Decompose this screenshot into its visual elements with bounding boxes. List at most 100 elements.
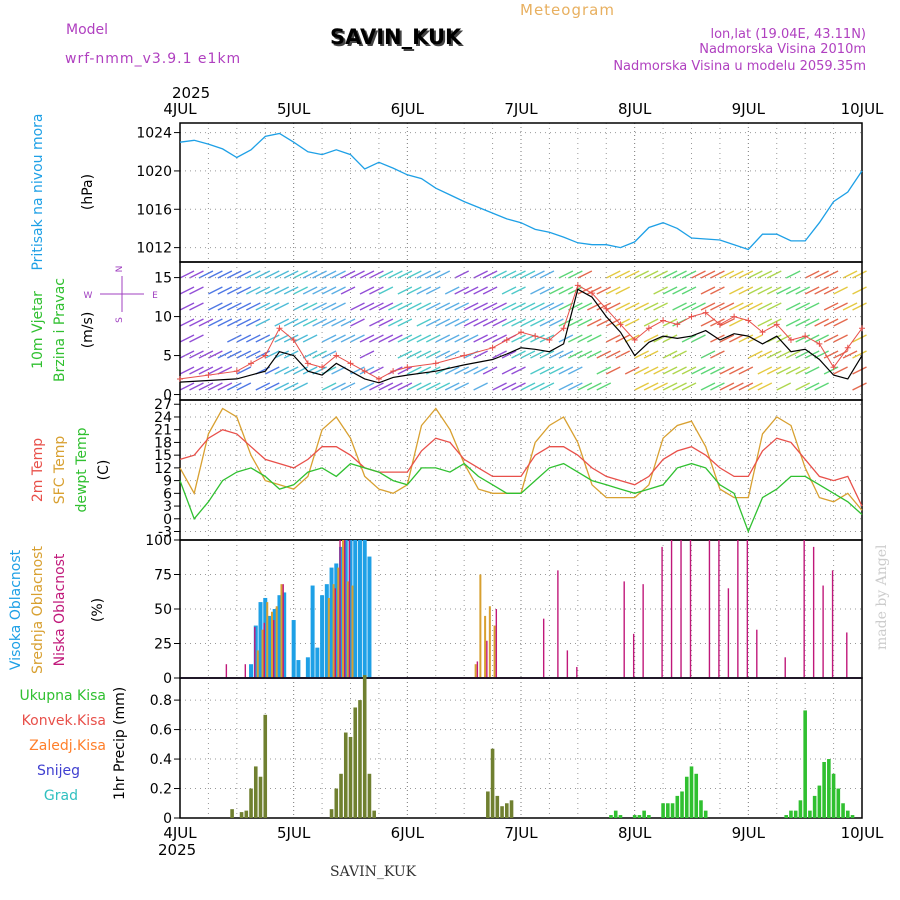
high-cloud-bar (363, 540, 367, 678)
low-cloud-bar (785, 657, 786, 678)
y-tick-label: 75 (154, 568, 172, 584)
low-cloud-bar (718, 540, 719, 678)
low-cloud-bar (349, 540, 350, 678)
low-cloud-bar (282, 584, 283, 678)
precip-bar (230, 809, 234, 818)
gust-marker (248, 360, 254, 366)
precip-bar (704, 811, 708, 818)
y-tick-label: 25 (154, 637, 172, 653)
meteogram-chart: Model wrf-nmm_v3.9.1 e1km SAVIN_KUK SAVI… (0, 0, 900, 900)
wind-barb (853, 383, 867, 390)
precip-bar (491, 749, 495, 818)
gust-marker (376, 376, 382, 382)
mid-cloud-bar (352, 586, 354, 678)
mid-cloud-bar (479, 575, 481, 679)
gust-marker (689, 314, 695, 320)
legend-total: Ukupna Kisa (19, 688, 106, 704)
temp-ylabel3: dewpt Temp (74, 427, 90, 512)
low-cloud-bar (245, 664, 246, 678)
precip-bar (666, 803, 670, 818)
precip-bar (690, 766, 694, 818)
precip-bar (505, 803, 509, 818)
precip-bar (496, 796, 500, 818)
low-cloud-bar (756, 630, 757, 678)
mid-cloud-bar (280, 584, 282, 678)
cloud-ylabel3: Niska Oblacnost (52, 553, 68, 666)
precip-bar (358, 700, 362, 818)
gust-marker (305, 360, 311, 366)
pressure-unit: (hPa) (80, 174, 96, 210)
y-tick-label: 27 (154, 397, 172, 413)
high-cloud-bar (320, 595, 324, 678)
gust-marker (660, 317, 666, 323)
legend-conv: Konvek.Kisa (22, 713, 106, 729)
precip-bar (609, 815, 613, 818)
precip-bar (799, 800, 803, 818)
pressure-ylabel: Pritisak na nivou mora (30, 113, 46, 270)
low-cloud-bar (661, 547, 662, 678)
mid-cloud-bar (494, 626, 496, 678)
low-cloud-bar (496, 609, 497, 678)
high-cloud-bar (311, 586, 315, 678)
x-tick-label-top: 6JUL (391, 100, 425, 118)
gust-marker (816, 341, 822, 347)
mid-cloud-bar (489, 606, 491, 678)
low-cloud-bar (557, 570, 558, 678)
low-cloud-bar (226, 664, 227, 678)
low-cloud-bar (633, 634, 634, 678)
high-cloud-bar (249, 664, 253, 678)
credit-label: made by Angel (874, 544, 890, 650)
x-tick-label-top: 9JUL (732, 100, 766, 118)
low-cloud-bar (832, 570, 833, 678)
precip-bar (832, 774, 836, 818)
gust-marker (731, 314, 737, 320)
low-cloud-bar (339, 540, 340, 678)
precip-bar (837, 789, 841, 818)
high-cloud-bar (292, 620, 296, 678)
compass-s: S (115, 317, 125, 323)
low-cloud-bar (728, 588, 729, 678)
cloud-ylabel: Visoka Oblacnost (8, 549, 24, 670)
y-tick-label: 50 (154, 602, 172, 618)
cloud-panel: 0255075100 (145, 533, 862, 687)
legend-hail: Grad (44, 788, 78, 804)
x-tick-label-top: 4JUL (163, 100, 197, 118)
y-tick-label: 0.8 (150, 693, 172, 709)
wind-panel: 051015 (154, 262, 866, 404)
low-cloud-bar (642, 584, 643, 678)
model-name: wrf-nmm_v3.9.1 e1km (65, 51, 241, 67)
wind-barb-field (180, 271, 867, 390)
low-cloud-bar (254, 627, 255, 678)
wind-unit: (m/s) (80, 312, 96, 349)
wind-barb (455, 271, 469, 278)
precip-panel: 00.20.40.60.8 (150, 675, 862, 827)
compass-n: N (115, 266, 125, 273)
low-cloud-bar (846, 632, 847, 678)
mid-cloud-bar (266, 602, 268, 678)
precip-bar (500, 806, 504, 818)
x-tick-label-bottom: 5JUL (277, 824, 311, 842)
x-axis-top: 4JUL 5JUL 6JUL 7JUL 8JUL 9JUL 10JUL (163, 100, 884, 118)
precip-bar (694, 774, 698, 818)
y-tick-label: 0 (163, 671, 172, 687)
low-cloud-bar (803, 540, 804, 678)
high-cloud-bar (306, 657, 310, 678)
gust-marker (177, 376, 183, 382)
y-tick-label: 0 (163, 811, 172, 827)
precip-bar (249, 789, 253, 818)
precip-bar (680, 791, 684, 818)
mid-cloud-bar (342, 540, 344, 678)
lonlat-label: lon,lat (19.04E, 43.11N) (710, 27, 866, 42)
precip-bar (813, 796, 817, 818)
x-tick-label-top: 10JUL (841, 100, 884, 118)
mid-cloud-bar (484, 616, 486, 678)
low-cloud-bar (822, 586, 823, 678)
low-cloud-bar (671, 540, 672, 678)
x-tick-label-top: 8JUL (618, 100, 652, 118)
low-cloud-bar (623, 581, 624, 678)
temp-unit: (C) (96, 460, 112, 481)
x-tick-label-bottom: 8JUL (618, 824, 652, 842)
low-cloud-bar (273, 620, 274, 678)
precip-bar (486, 791, 490, 818)
precip-bar (827, 759, 831, 818)
